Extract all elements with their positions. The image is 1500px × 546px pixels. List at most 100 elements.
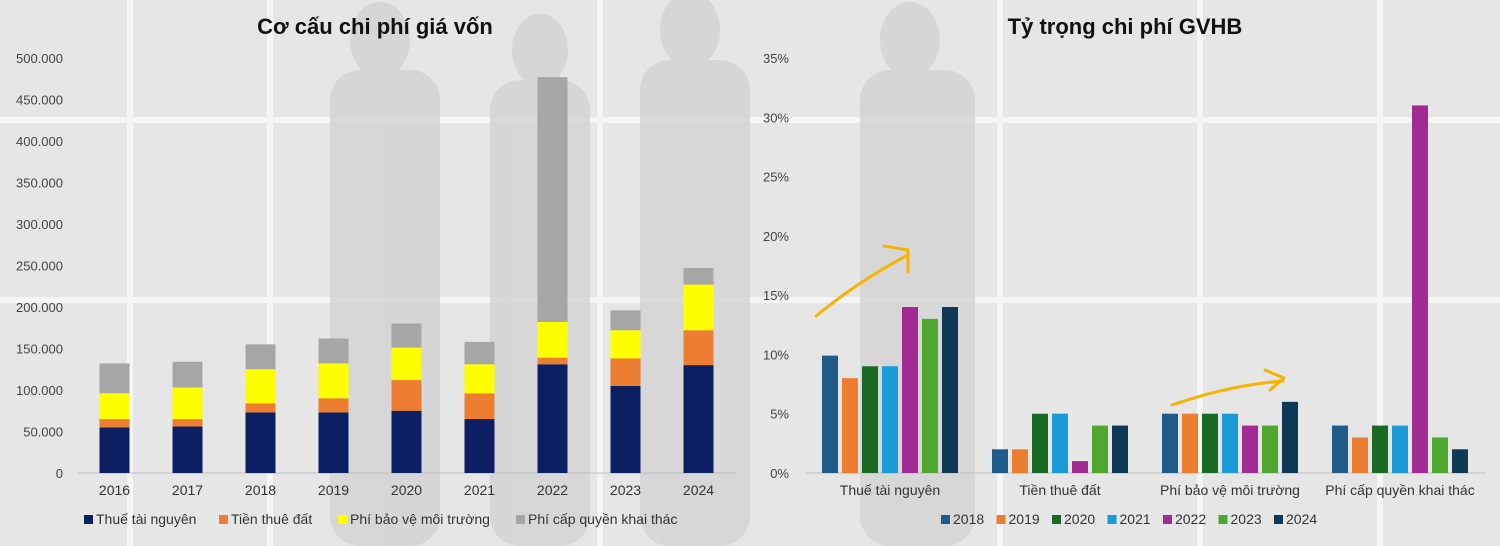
bar-segment-2021-3: [464, 341, 495, 365]
bar-2024-2: [1282, 401, 1298, 473]
chart2-y-tick-label: 5%: [770, 407, 789, 422]
chart1-x-tick-label: 2021: [464, 482, 495, 498]
chart1-legend-swatch: [219, 515, 228, 524]
chart2-legend-swatch: [1107, 515, 1117, 524]
chart1-y-tick-label: 450.000: [16, 93, 63, 108]
chart1-y-tick-label: 350.000: [16, 176, 63, 191]
bar-segment-2020-2: [391, 347, 422, 381]
chart1-x-tick-label: 2020: [391, 482, 422, 498]
chart2-x-tick-label: Phí cấp quyền khai thác: [1325, 482, 1474, 498]
bar-segment-2016-2: [99, 393, 130, 420]
chart2-legend-swatch: [1052, 515, 1061, 524]
chart2-legend-label: 2024: [1286, 511, 1317, 527]
bar-segment-2017-2: [172, 387, 203, 420]
trend-arrow-shaft-1: [814, 253, 910, 318]
bar-2020-2: [1202, 413, 1218, 473]
chart2-x-axis: Thuế tài nguyên Tiền thuê đất Phí bảo vệ m…: [840, 482, 1475, 498]
bar-segment-2016-1: [99, 419, 130, 428]
trend-arrowhead-1: [882, 244, 910, 274]
bar-2021-1: [1052, 413, 1068, 473]
chart2-x-tick-label: Tiền thuê đất: [1019, 482, 1100, 498]
bar-segment-2017-1: [172, 419, 203, 427]
chart1-x-tick-label: 2017: [172, 482, 203, 498]
bar-segment-2016-0: [99, 427, 130, 473]
bar-segment-2020-0: [391, 410, 422, 473]
chart1-y-tick-label: 50.000: [23, 425, 63, 440]
chart1-bars: [99, 77, 714, 473]
chart1-y-tick-label: 0: [56, 466, 63, 481]
bar-segment-2021-1: [464, 393, 495, 420]
bar-segment-2018-1: [245, 403, 276, 413]
chart2-legend-swatch: [996, 515, 1006, 524]
bar-2018-2: [1162, 413, 1178, 473]
bar-segment-2022-1: [537, 357, 568, 365]
chart1-y-tick-label: 300.000: [16, 217, 63, 232]
bar-segment-2023-0: [610, 385, 641, 473]
chart-cost-structure: Cơ cấu chi phí giá vốn 0 50.000 100.000 150…: [16, 14, 735, 527]
bar-2020-1: [1032, 413, 1048, 473]
bar-segment-2020-1: [391, 380, 422, 411]
chart1-y-tick-label: 500.000: [16, 51, 63, 66]
chart1-y-tick-label: 150.000: [16, 342, 63, 357]
chart1-y-tick-label: 400.000: [16, 134, 63, 149]
bar-segment-2022-2: [537, 321, 568, 358]
bar-segment-2019-2: [318, 363, 349, 399]
chart1-x-tick-label: 2022: [537, 482, 568, 498]
chart1-x-axis: 2016 2017 2018 2019 2020 2021 2022 2023 2024: [99, 482, 714, 498]
chart2-legend-label: 2023: [1231, 511, 1262, 527]
bar-segment-2023-1: [610, 358, 641, 386]
chart2-y-tick-label: 20%: [763, 229, 789, 244]
bar-2018-0: [822, 355, 838, 473]
chart1-x-tick-label: 2019: [318, 482, 349, 498]
chart2-x-tick-label: Phí bảo vệ môi trường: [1160, 482, 1300, 498]
chart1-y-axis: 0 50.000 100.000 150.000 200.000 250.000 300.0…: [16, 51, 63, 481]
chart2-legend-swatch: [1163, 515, 1172, 524]
chart1-x-tick-label: 2018: [245, 482, 276, 498]
chart2-y-tick-label: 25%: [763, 170, 789, 185]
bar-2018-3: [1332, 425, 1348, 473]
chart1-legend-label: Tiền thuê đất: [231, 511, 312, 527]
chart1-legend-swatch: [84, 515, 93, 524]
chart2-y-tick-label: 30%: [763, 110, 789, 125]
chart2-y-tick-label: 0%: [770, 466, 789, 481]
bar-segment-2021-0: [464, 419, 495, 473]
bar-segment-2019-1: [318, 398, 349, 413]
bar-segment-2018-3: [245, 344, 276, 370]
bar-2018-1: [992, 449, 1008, 473]
bar-2021-2: [1222, 413, 1238, 473]
bar-2023-3: [1432, 437, 1448, 473]
bar-2019-1: [1012, 449, 1028, 473]
chart-cogs-share: Tỷ trọng chi phí GVHB 0% 5% 10% 15% 20% 25% 30…: [763, 14, 1485, 527]
bar-segment-2024-1: [683, 330, 714, 366]
bar-segment-2020-3: [391, 323, 422, 348]
bar-2021-0: [882, 366, 898, 473]
chart1-legend-label: Phí bảo vệ môi trường: [350, 511, 490, 527]
bar-segment-2019-3: [318, 338, 349, 364]
chart1-x-tick-label: 2016: [99, 482, 130, 498]
bar-segment-2016-3: [99, 363, 130, 394]
bar-2024-1: [1112, 425, 1128, 473]
bar-2022-0: [902, 307, 918, 473]
bar-segment-2019-0: [318, 412, 349, 473]
bar-2023-2: [1262, 425, 1278, 473]
chart2-legend: 2018 2019 2020 2021 2022 2023 2024: [941, 511, 1317, 527]
chart2-y-tick-label: 10%: [763, 347, 789, 362]
bar-2020-0: [862, 366, 878, 473]
chart1-title: Cơ cấu chi phí giá vốn: [257, 14, 493, 39]
chart1-y-tick-label: 100.000: [16, 383, 63, 398]
bar-2022-3: [1412, 105, 1428, 473]
bar-segment-2022-3: [537, 77, 568, 322]
chart2-y-axis: 0% 5% 10% 15% 20% 25% 30% 35%: [763, 51, 789, 481]
chart2-title: Tỷ trọng chi phí GVHB: [1008, 14, 1243, 39]
bar-segment-2021-2: [464, 364, 495, 394]
chart1-x-tick-label: 2023: [610, 482, 641, 498]
chart2-legend-label: 2021: [1120, 511, 1151, 527]
bar-2023-1: [1092, 425, 1108, 473]
chart2-y-tick-label: 35%: [763, 51, 789, 66]
bar-segment-2022-0: [537, 364, 568, 473]
chart2-legend-label: 2018: [953, 511, 984, 527]
bar-2024-3: [1452, 449, 1468, 473]
bar-2019-0: [842, 378, 858, 473]
chart1-legend-label: Thuế tài nguyên: [96, 511, 196, 527]
